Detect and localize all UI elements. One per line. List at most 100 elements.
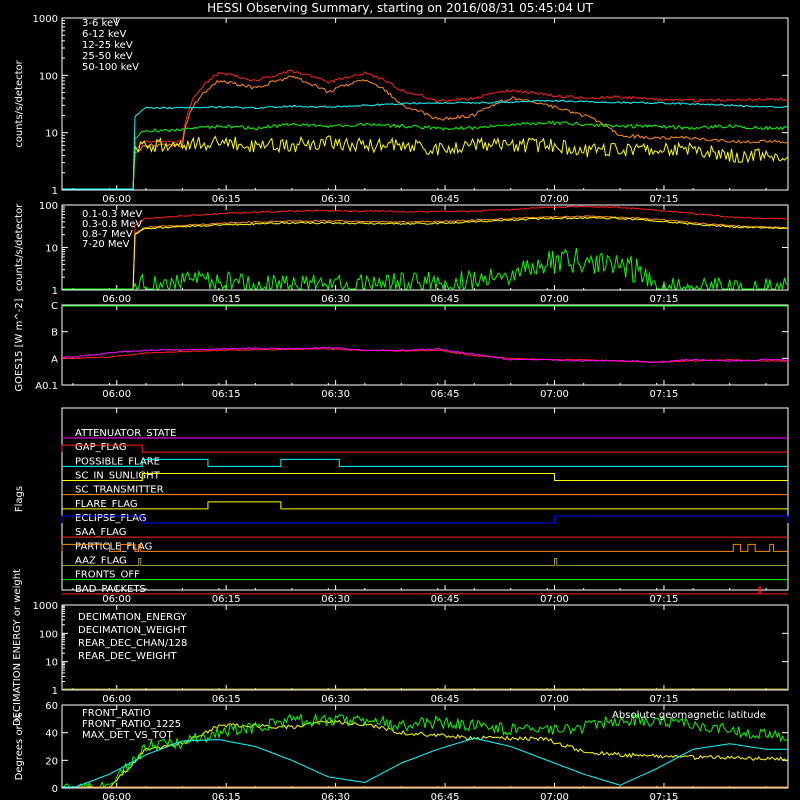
time-tick-label: 06:45 xyxy=(431,694,460,705)
legend-entry: FRONT_RATIO_1225 xyxy=(82,719,181,730)
legend-entry: DECIMATION_ENERGY xyxy=(78,612,187,623)
legend-entry: 0.1-0.3 MeV xyxy=(82,209,142,220)
y-tick-label: 1 xyxy=(52,286,58,297)
y-axis-label: Flags xyxy=(14,486,25,512)
legend-entry: 0.8-7 MeV xyxy=(82,229,133,240)
time-tick-label: 07:00 xyxy=(540,194,569,205)
flag-label: FLARE_FLAG xyxy=(75,499,138,510)
panel-frame xyxy=(61,704,789,789)
time-tick-label: 07:00 xyxy=(540,294,569,305)
plot-title: HESSI Observing Summary, starting on 201… xyxy=(207,1,593,15)
y-axis-label: DECIMATION ENERGY or weight xyxy=(12,569,23,726)
panel-ratios: 06:00 06:15 06:30 06:45 07:00 07:15 0 20 40 60 Deg… xyxy=(14,701,789,800)
y-tick-label: C xyxy=(51,301,58,312)
time-tick-label: 07:15 xyxy=(650,294,679,305)
y-tick-label: 100 xyxy=(39,71,58,82)
flag-label: ECLIPSE_FLAG xyxy=(75,513,146,524)
legend-entry: 6-12 keV xyxy=(82,29,126,40)
time-tick-label: 06:00 xyxy=(102,694,131,705)
y-axis-label: GOES15 [W m^-2] xyxy=(14,298,25,391)
flag-line xyxy=(62,501,788,510)
annotation-geomagnetic: Absolute geomagnetic latitude xyxy=(612,710,766,721)
series-line-3 xyxy=(62,737,788,788)
time-tick-label: 07:15 xyxy=(650,389,679,400)
legend-entry: 25-50 keV xyxy=(82,51,133,62)
panel-high-energy-rates: 06:00 06:15 06:30 06:45 07:00 07:15 1 10 100 coun… xyxy=(14,201,789,305)
flag-label: GAP_FLAG xyxy=(75,442,127,453)
flag-label: SC_TRANSMITTER xyxy=(75,485,164,496)
time-tick-label: 06:45 xyxy=(431,594,460,605)
y-tick-label: 10 xyxy=(45,658,58,669)
series-line-2 xyxy=(62,135,789,190)
legend-entry: REAR_DEC_WEIGHT xyxy=(78,651,177,662)
flag-label: SC_IN_SUNLIGHT xyxy=(75,471,161,482)
y-tick-label: B xyxy=(51,328,58,339)
flag-line xyxy=(62,458,788,467)
time-tick-label: 06:00 xyxy=(102,389,131,400)
flag-label: SAA_FLAG xyxy=(75,527,126,538)
legend-entry: 12-25 keV xyxy=(82,40,133,51)
time-tick-label: 07:15 xyxy=(650,594,679,605)
flag-line xyxy=(61,543,788,552)
time-tick-label: 07:00 xyxy=(540,389,569,400)
time-tick-label: 06:00 xyxy=(102,594,131,605)
y-tick-label: 10 xyxy=(45,129,58,140)
y-tick-label: 100 xyxy=(39,201,58,212)
flag-label: POSSIBLE_FLARE xyxy=(75,456,160,467)
flag-line xyxy=(62,473,788,481)
flag-label: PARTICLE_FLAG xyxy=(75,541,152,552)
flag-line xyxy=(62,586,788,595)
y-tick-label: 1000 xyxy=(33,601,58,612)
series-line-1 xyxy=(61,346,789,363)
time-tick-label: 07:15 xyxy=(650,792,679,800)
time-tick-label: 06:30 xyxy=(321,792,350,800)
legend-entry: FRONT_RATIO xyxy=(82,708,151,719)
series-line-1 xyxy=(62,712,789,789)
y-tick-label: 20 xyxy=(45,756,58,767)
legend-entry: 7-20 MeV xyxy=(82,239,130,250)
y-tick-label: 100 xyxy=(39,629,58,640)
time-tick-label: 07:00 xyxy=(540,792,569,800)
time-tick-label: 06:45 xyxy=(431,389,460,400)
y-tick-label: 1 xyxy=(52,186,58,197)
legend-entry: REAR_DEC_CHAN/128 xyxy=(78,638,187,649)
y-axis-label: counts/s/detector xyxy=(14,59,25,147)
y-tick-label: 40 xyxy=(45,729,58,740)
time-tick-label: 06:30 xyxy=(321,389,350,400)
series-line-4 xyxy=(62,99,789,190)
panel-decimation: 06:00 06:15 06:30 06:45 07:00 07:15 1 10 100 1000… xyxy=(12,569,789,726)
legend-entry: MAX_DET_VS_TOT xyxy=(82,730,174,741)
panel-frame xyxy=(61,604,789,691)
flag-line xyxy=(61,515,789,524)
flag-label: BAD_PACKETS xyxy=(75,584,146,595)
y-tick-label: 1000 xyxy=(33,14,58,25)
legend-entry: DECIMATION_WEIGHT xyxy=(78,625,187,636)
legend-entry: 0.3-0.8 MeV xyxy=(82,219,142,230)
time-tick-label: 06:45 xyxy=(431,194,460,205)
series-line-3 xyxy=(62,247,789,291)
panel-flags: 06:00 06:15 06:30 06:45 07:00 07:15 Flags ATTEN… xyxy=(14,407,789,605)
flag-line xyxy=(61,444,788,453)
y-tick-label: A xyxy=(51,354,58,365)
time-tick-label: 06:00 xyxy=(102,294,131,305)
y-tick-label: A0.1 xyxy=(35,381,58,392)
time-tick-label: 06:00 xyxy=(102,792,131,800)
panel-frame xyxy=(61,407,789,591)
series-line-2 xyxy=(62,216,789,290)
series-line-1 xyxy=(62,215,788,290)
time-tick-label: 06:30 xyxy=(321,594,350,605)
flag-label: AAZ_FLAG xyxy=(75,556,127,567)
time-tick-label: 06:15 xyxy=(212,389,241,400)
y-tick-label: 1 xyxy=(52,686,58,697)
time-tick-label: 06:30 xyxy=(321,294,350,305)
y-axis-label: Degrees or % xyxy=(14,713,25,781)
time-tick-label: 07:15 xyxy=(650,194,679,205)
flag-label: ATTENUATOR_STATE xyxy=(75,428,176,439)
time-tick-label: 06:15 xyxy=(212,194,241,205)
panel-frame xyxy=(61,17,789,191)
series-line-1 xyxy=(62,75,789,190)
series-line-0 xyxy=(62,69,789,190)
panel-goes: 06:00 06:15 06:30 06:45 07:00 07:15 A0.1 A B C GOE… xyxy=(14,298,789,400)
